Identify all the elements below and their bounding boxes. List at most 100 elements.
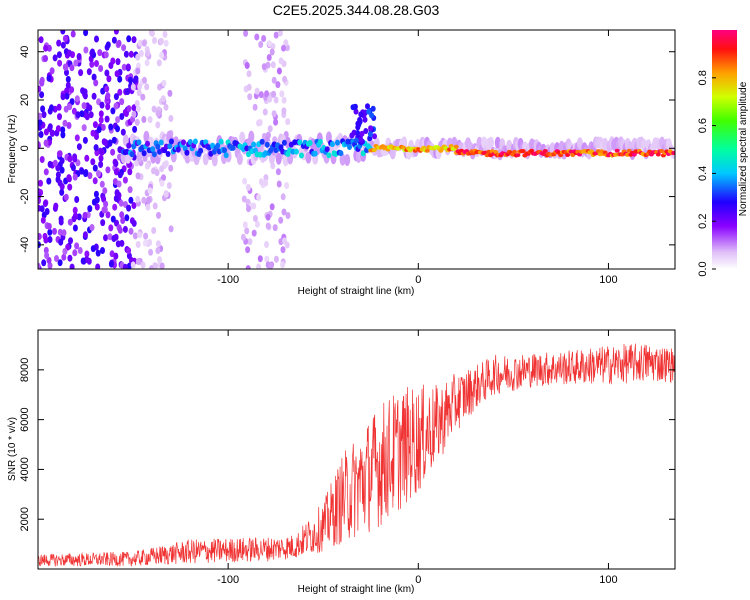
spectrogram-cell <box>49 67 55 75</box>
spectrogram-cell <box>81 102 87 110</box>
spectrogram-cell <box>47 236 53 243</box>
spectrogram-cell <box>245 246 251 254</box>
x-tick-label: -100 <box>217 574 239 586</box>
spectrogram-cell <box>39 76 45 84</box>
spectrogram-cell <box>105 166 111 174</box>
spectrogram-cell <box>116 180 122 188</box>
spectrogram-cell <box>149 30 155 37</box>
spectrogram-cell <box>267 125 273 133</box>
spectrogram-cell <box>94 60 99 67</box>
spectrogram-cell <box>258 178 264 186</box>
spectrogram-cell <box>120 217 126 224</box>
spectrogram-cell <box>338 150 344 157</box>
spectrogram-cell <box>44 252 50 259</box>
spectrogram-cell <box>266 54 272 61</box>
spectrogram-cell <box>155 240 161 248</box>
spectrogram-cell <box>43 128 49 136</box>
spectrogram-cell <box>128 76 133 84</box>
spectrogram-cell <box>131 202 137 209</box>
spectrogram-cell <box>126 35 132 43</box>
spectrogram-cell <box>161 79 167 87</box>
spectrogram-cell <box>162 30 168 38</box>
spectrogram-cell <box>114 189 120 197</box>
snr-panel: -100 0 100 2000 4000 6000 8000 Height of stra… <box>7 329 676 595</box>
spectrogram-cell <box>256 193 262 201</box>
spectrogram-cell <box>98 154 104 162</box>
spectrogram-frame <box>37 29 676 270</box>
spectrogram-cell <box>631 152 637 157</box>
x-tick-label: 0 <box>415 574 421 586</box>
spectrogram-cell <box>103 200 109 208</box>
spectrogram-cell <box>83 170 89 178</box>
spectrogram-cell <box>67 254 73 262</box>
spectrogram-cell <box>230 144 236 151</box>
spectrogram-cell <box>111 136 117 144</box>
spectrogram-cell <box>98 116 104 124</box>
spectrogram-cell <box>371 148 377 153</box>
spectrogram-cell <box>512 149 517 154</box>
spectrogram-cell <box>167 89 173 97</box>
spectrogram-cell <box>57 150 63 158</box>
y-tick-label: 20 <box>19 94 31 106</box>
spectrogram-cell <box>99 101 105 109</box>
spectrogram-cell <box>61 229 67 237</box>
spectrogram-cell <box>113 160 119 167</box>
spectrogram-cell <box>211 154 218 167</box>
spectrogram-cell <box>157 256 163 264</box>
spectrogram-cell <box>265 222 271 230</box>
spectrogram-cell <box>258 41 264 48</box>
spectrogram-cell <box>245 183 251 191</box>
spectrogram-cell <box>124 214 130 222</box>
spectrogram-cell <box>131 219 137 227</box>
spectrogram-cell <box>424 148 430 153</box>
spectrogram-cell <box>72 224 78 232</box>
spectrogram-cell <box>142 239 148 247</box>
spectrogram-cell <box>92 177 98 185</box>
spectrogram-cell <box>137 83 143 91</box>
spectrogram-cell <box>46 222 52 230</box>
spectrogram-cell <box>163 39 169 47</box>
spectrogram-cell <box>38 36 44 44</box>
spectrogram-cell <box>77 247 83 254</box>
spectrogram-cell <box>255 220 260 228</box>
spectrogram-cell <box>62 63 68 71</box>
spectrogram-cell <box>87 172 93 180</box>
spectrogram-cell <box>245 198 251 206</box>
spectrogram-cell <box>280 261 286 269</box>
spectrogram-cell <box>47 228 53 236</box>
spectrogram-cell <box>307 140 313 146</box>
spectrogram-cell <box>57 113 62 121</box>
spectrogram-cell <box>141 150 147 157</box>
spectrogram-cell <box>626 148 632 153</box>
spectrogram-cell <box>271 110 277 118</box>
spectrogram-cell <box>86 257 92 265</box>
spectrogram-cell <box>130 83 136 91</box>
spectrogram-cell <box>98 161 104 168</box>
spectrogram-cell <box>72 206 78 214</box>
spectrogram-cell <box>259 138 265 145</box>
spectrogram-cell <box>94 196 100 204</box>
spectrogram-cell <box>111 36 117 44</box>
spectrogram-cell <box>107 139 113 147</box>
spectrogram-cell <box>117 226 123 234</box>
figure-title: C2E5.2025.344.08.28.G03 <box>273 2 440 18</box>
spectrogram-x-label: Height of straight line (km) <box>298 286 415 297</box>
spectrogram-cell <box>126 142 132 149</box>
spectrogram-cell <box>60 131 66 139</box>
spectrogram-cell <box>167 143 173 150</box>
spectrogram-cell <box>240 233 246 241</box>
spectrogram-cell <box>335 139 340 146</box>
spectrogram-cell <box>222 147 227 154</box>
spectrogram-cell <box>283 39 289 47</box>
spectrogram-cell <box>115 58 121 66</box>
spectrogram-cell <box>95 263 101 269</box>
spectrogram-cell <box>282 75 288 83</box>
spectrogram-cell <box>59 188 65 196</box>
spectrogram-cell <box>132 125 138 133</box>
spectrogram-cell <box>160 95 166 103</box>
spectrogram-cell <box>242 221 248 229</box>
spectrogram-cell <box>52 54 58 62</box>
spectrogram-cell <box>251 202 257 210</box>
spectrogram-cell <box>264 241 269 248</box>
spectrogram-cell <box>123 50 129 58</box>
